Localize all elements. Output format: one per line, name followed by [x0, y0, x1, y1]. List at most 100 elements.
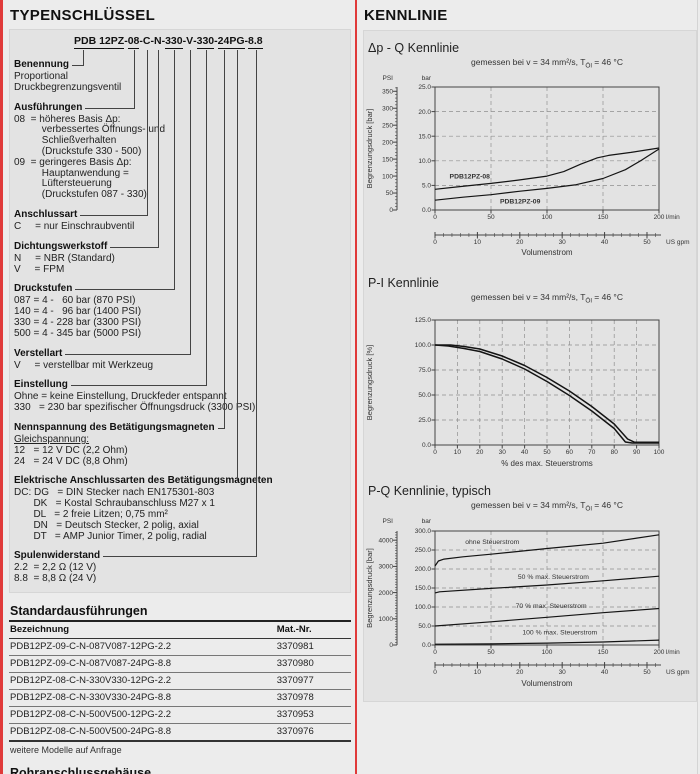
series-label: 70 % max. Steuerstrom	[516, 603, 587, 610]
x-tick-label: 90	[633, 449, 641, 456]
chart-dpq-subtitle: gemessen bei v = 34 mm²/s, TÖl = 46 °C	[364, 57, 696, 70]
section-line: 140 = 4 - 96 bar (1400 PSI)	[14, 306, 142, 318]
table-cell: PDB12PZ-09-C-N-087V087-12PG-2.2	[9, 638, 276, 656]
section-line: 330 = 230 bar spezifischer Öffnungsdruck…	[14, 402, 256, 414]
y-tick-label: 20.0	[418, 108, 431, 115]
section-line: (Druckstufe 330 - 500)	[14, 145, 142, 157]
chart-pq: 0 50 100 150 2000.050.0100.0150.0200.0250.03…	[365, 518, 689, 688]
y-tick-label: 0.0	[422, 642, 431, 649]
table-cell: 3370978	[275, 689, 351, 707]
subtitle-text: gemessen bei v = 34 mm²/s, T	[471, 57, 586, 67]
left-column: TYPENSCHLÜSSEL PDB 12PZ - 08 - C - N - 3…	[9, 2, 351, 774]
right-border	[697, 0, 698, 774]
type-code-segment: 24	[217, 35, 230, 49]
kennlinie-title: KENNLINIE	[364, 7, 448, 24]
gpm-tick-label: 0	[433, 239, 437, 246]
x-tick-label: 60	[566, 449, 574, 456]
y-axis-label: Begrenzungsdruck [bar]	[365, 548, 374, 628]
type-key-section: Dichtungswerkstoff N = NBR (Standard) V = …	[14, 236, 346, 276]
table-head: Bezeichnung Mat.-Nr.	[9, 620, 351, 639]
x-tick-label: 100	[654, 449, 665, 456]
section-line: DC: DG = DIN Stecker nach EN175301-803	[14, 487, 215, 499]
section-line: 8.8 = 8,8 Ω (24 V)	[14, 573, 97, 585]
type-key-section: Benennung Proportional Druckbegrenzungsven…	[14, 54, 346, 94]
section-line: Druckbegrenzungsventil	[14, 81, 122, 93]
subtitle-text: gemessen bei v = 34 mm²/s, T	[471, 500, 586, 511]
chart-dpq-title: Δp - Q Kennlinie	[368, 41, 460, 55]
psi-tick-label: 300	[382, 105, 393, 112]
connector-vertical	[224, 50, 225, 428]
table-cell: PDB12PZ-08-C-N-500V500-24PG-8.8	[10, 726, 172, 738]
x-tick-label: 50	[487, 649, 495, 656]
connector-horizontal	[71, 385, 207, 386]
x-axis-label: Volumenstrom	[521, 679, 572, 688]
subtitle-subscript: Öl	[585, 62, 592, 70]
gpm-tick-label: 10	[474, 669, 482, 676]
series-line	[434, 639, 660, 645]
subtitle-text: = 46 °C	[591, 291, 623, 302]
type-code-segment: PG	[229, 35, 245, 49]
section-line: Gleichspannung:	[14, 433, 90, 445]
table-row: PDB12PZ-08-C-N-500V500-24PG-8.8 3370976	[9, 723, 351, 741]
gpm-tick-label: 50	[643, 669, 651, 676]
connector-vertical	[174, 50, 175, 289]
connector-vertical	[158, 50, 159, 247]
type-code-separator: -	[214, 35, 218, 47]
rohranschlussgehaeuse-table: Rohranschlussgehäuse BezeichnungMat.-Nr.…	[9, 766, 351, 774]
section-line: DT = AMP Junior Timer, 2 polig, radial	[14, 530, 207, 542]
x-tick-label: 100	[542, 214, 553, 221]
chart-pi-subtitle: gemessen bei v = 34 mm²/s, TÖl = 46 °C	[364, 292, 696, 305]
x-tick-label: 0	[433, 649, 437, 656]
type-code-segment: 330	[196, 35, 215, 49]
gpm-tick-label: 30	[559, 669, 567, 676]
x-tick-label: 100	[542, 649, 553, 656]
table-title: Standardausführungen	[10, 603, 148, 618]
section-line: C = nur Einschraubventil	[14, 220, 135, 232]
x-tick-label: 20	[476, 449, 484, 456]
psi-tick-label: 150	[382, 156, 393, 163]
data-table: Bezeichnung Mat.-Nr. PDB12PZ-09-C-N-087V08…	[9, 619, 351, 742]
y-tick-label: 150.0	[415, 585, 432, 592]
y-tick-label: 125.0	[415, 318, 432, 325]
series-line	[434, 147, 660, 190]
y-axis-label: Begrenzungsdruck [%]	[365, 345, 374, 420]
charts-panel: Δp - Q Kennlinie gemessen bei v = 34 mm²…	[363, 30, 697, 703]
series-line	[434, 575, 660, 594]
series-line	[434, 607, 660, 627]
section-line: 24 = 24 V DC (8,8 Ohm)	[14, 455, 128, 467]
y-axis-label: Begrenzungsdruck [bar]	[365, 108, 374, 188]
chart-dpq: 0 50 100 150 2000.05.010.015.020.025.0bar050…	[365, 75, 689, 257]
psi-tick-label: 1000	[379, 616, 394, 623]
connector-horizontal	[80, 215, 148, 216]
type-key-section: Einstellung Ohne = keine Einstellung, Dru…	[14, 374, 346, 414]
connector-horizontal	[110, 247, 159, 248]
chart-pq-title: P-Q Kennlinie, typisch	[368, 484, 491, 499]
section-line: 08 = höheres Basis Δp:	[14, 113, 121, 125]
x-tick-label: 0	[433, 214, 437, 221]
x-tick-label: 40	[521, 449, 529, 456]
column-header: Bezeichnung	[9, 620, 276, 639]
section-title: Anschlussart	[14, 208, 78, 220]
column-divider	[355, 0, 357, 774]
section-title: Ausführungen	[14, 101, 83, 113]
type-code-separator: -	[139, 35, 143, 47]
section-line: 087 = 4 - 60 bar (870 PSI)	[14, 295, 136, 307]
x-tick-label: 200	[654, 214, 665, 221]
psi-tick-label: 4000	[379, 537, 394, 544]
x-tick-label: 10	[454, 449, 462, 456]
subtitle-text: = 46 °C	[591, 57, 623, 67]
section-line: 500 = 4 - 345 bar (5000 PSI)	[14, 327, 142, 339]
section-line: Lüftersteuerung	[14, 178, 112, 190]
psi-axis-unit: PSI	[383, 518, 394, 525]
x-tick-label: 30	[499, 449, 507, 456]
table-cell: 3370980	[275, 655, 351, 673]
section-line: N = NBR (Standard)	[14, 252, 115, 264]
series-line	[435, 344, 659, 444]
x-tick-label: 50	[543, 449, 551, 456]
section-line: (Druckstufen 087 - 330)	[14, 189, 147, 201]
type-code-segment: 330	[165, 35, 183, 49]
table-cell: PDB12PZ-09-C-N-087V087-24PG-8.8	[9, 655, 276, 673]
table-row: PDB12PZ-08-C-N-500V500-12PG-2.2 3370953	[9, 706, 351, 724]
type-code-segment: PDB 12PZ	[74, 35, 125, 49]
